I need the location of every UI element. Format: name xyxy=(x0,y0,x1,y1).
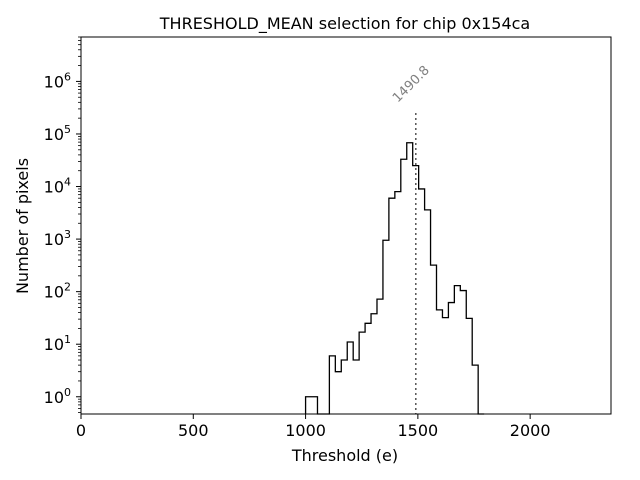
y-tick-label: 103 xyxy=(44,228,71,249)
x-axis-label: Threshold (e) xyxy=(291,446,398,465)
x-tick-label: 2000 xyxy=(510,421,551,440)
y-tick-label: 100 xyxy=(44,386,71,407)
histogram-bars xyxy=(304,142,485,415)
y-axis-label: Number of pixels xyxy=(13,158,32,294)
y-tick-label: 102 xyxy=(44,281,71,302)
x-tick-label: 0 xyxy=(76,421,86,440)
x-tick-label: 1500 xyxy=(398,421,439,440)
y-tick-label: 105 xyxy=(44,123,71,144)
y-tick-label: 106 xyxy=(44,70,71,91)
chart-title: THRESHOLD_MEAN selection for chip 0x154c… xyxy=(159,14,530,34)
x-tick-label: 500 xyxy=(178,421,209,440)
y-tick-label: 101 xyxy=(44,333,71,354)
y-tick-label: 104 xyxy=(44,176,71,197)
threshold-label: 1490.8 xyxy=(390,63,433,106)
axes-frame xyxy=(80,36,612,415)
x-tick-label: 1000 xyxy=(285,421,326,440)
